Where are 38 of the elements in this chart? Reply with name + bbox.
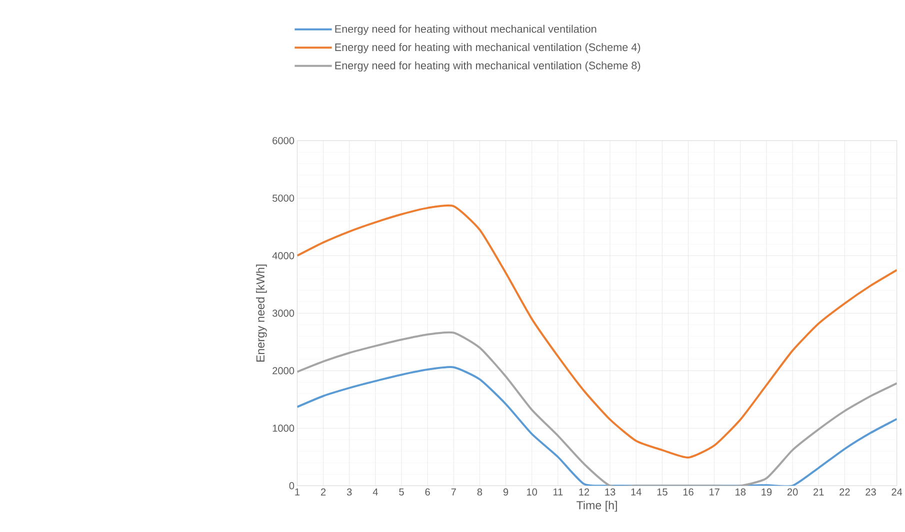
- legend-label: Energy need for heating with mechanical ventilation (Scheme 4): [335, 42, 640, 54]
- legend-label: Energy need for heating without mechanical ventilation: [335, 24, 596, 35]
- x-tick-label: 21: [814, 488, 824, 496]
- y-tick-label: 5000: [272, 194, 294, 202]
- y-tick-label: 4000: [272, 252, 294, 260]
- y-tick-label: 3000: [272, 309, 294, 317]
- x-tick-label: 17: [710, 488, 720, 496]
- x-tick-label: 9: [503, 488, 508, 496]
- x-tick-label: 14: [631, 488, 642, 496]
- x-tick-label: 16: [683, 488, 694, 496]
- x-tick-label: 4: [372, 488, 378, 496]
- x-tick-label: 18: [736, 488, 746, 496]
- x-tick-label: 6: [425, 488, 430, 496]
- y-tick-label: 0: [289, 482, 294, 490]
- x-tick-label: 22: [840, 488, 850, 496]
- x-tick-label: 13: [605, 488, 616, 496]
- x-tick-label: 10: [527, 488, 538, 496]
- y-axis-title: Energy need [kWh]: [256, 264, 267, 362]
- x-tick-label: 11: [553, 488, 563, 496]
- legend-label: Energy need for heating with mechanical ventilation (Scheme 8): [335, 61, 640, 72]
- line-series: [297, 331, 897, 486]
- x-tick-label: 2: [320, 488, 326, 496]
- x-tick-label: 1: [295, 488, 300, 496]
- x-tick-label: 15: [657, 488, 668, 496]
- x-tick-label: 7: [451, 488, 456, 496]
- y-tick-label: 6000: [272, 136, 294, 144]
- x-axis-title: Time [h]: [576, 500, 617, 512]
- x-tick-label: 12: [579, 488, 590, 496]
- y-tick-label: 2000: [272, 366, 294, 374]
- x-tick-label: 3: [346, 488, 352, 496]
- x-tick-label: 5: [399, 488, 404, 496]
- x-tick-label: 24: [892, 488, 902, 496]
- line-series: [297, 204, 897, 458]
- x-tick-label: 20: [787, 488, 798, 496]
- x-tick-label: 19: [762, 488, 772, 496]
- x-tick-label: 8: [477, 488, 482, 496]
- x-tick-label: 23: [866, 488, 876, 496]
- y-tick-label: 1000: [272, 424, 294, 432]
